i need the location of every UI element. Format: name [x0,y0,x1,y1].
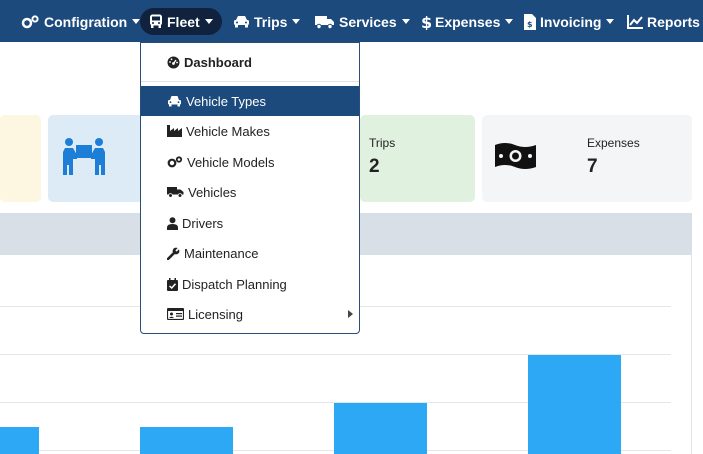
truck-icon [167,187,184,198]
industry-icon [167,125,182,137]
chevron-right-icon [348,310,353,318]
stat-card-partial [0,115,41,202]
svg-text:$: $ [421,14,431,30]
id-card-icon [167,308,184,320]
menu-item-vehicle-makes[interactable]: Vehicle Makes [141,116,359,146]
menu-item-vehicle-types-label: Vehicle Types [186,93,266,109]
chart-gridline [0,354,671,355]
nav-fleet-label: Fleet [167,13,200,30]
menu-item-vehicles[interactable]: Vehicles [141,177,359,207]
menu-item-drivers[interactable]: Drivers [141,208,359,238]
chevron-down-icon [505,19,514,24]
dollar-icon: $ [421,14,431,30]
chart-gridline [0,402,671,403]
chart-bar [0,427,39,454]
chevron-down-icon [292,19,301,24]
money-bill-icon [495,143,536,169]
dashboard-icon [167,56,180,68]
menu-item-dashboard[interactable]: Dashboard [141,47,359,77]
nav-expenses-label: Expenses [435,13,501,30]
chart-bar [140,427,233,454]
nav-services[interactable]: Services [315,8,410,35]
people-carry-icon [63,138,105,175]
truck-icon [315,15,334,29]
stat-card-people [48,115,148,202]
nav-expenses[interactable]: $ Expenses [421,8,514,35]
svg-text:$: $ [527,20,533,29]
menu-item-vehicles-label: Vehicles [188,184,237,200]
chevron-down-icon [204,19,213,24]
chevron-down-icon [401,19,410,24]
menu-item-dispatch-planning-label: Dispatch Planning [182,276,287,292]
menu-item-vehicle-makes-label: Vehicle Makes [186,123,270,139]
line-chart-icon [627,14,643,29]
menu-item-vehicle-models-label: Vehicle Models [187,154,275,170]
nav-trips-label: Trips [254,13,288,30]
stat-card-expenses[interactable]: Expenses 7 [482,115,692,202]
nav-configration-label: Configration [44,13,128,30]
nav-trips[interactable]: Trips [233,8,301,35]
chevron-down-icon [606,19,615,24]
gears-icon [21,14,39,28]
nav-fleet[interactable]: Fleet [140,8,222,35]
menu-item-drivers-label: Drivers [182,215,224,231]
menu-item-maintenance-label: Maintenance [184,245,259,261]
menu-item-licensing[interactable]: Licensing [141,299,359,329]
menu-divider [141,81,359,82]
nav-reports[interactable]: Reports [627,8,700,35]
gears-icon [167,156,183,168]
menu-item-vehicle-types[interactable]: Vehicle Types [141,86,359,116]
menu-item-dispatch-planning[interactable]: Dispatch Planning [141,269,359,299]
nav-configration[interactable]: Configration [21,8,141,35]
menu-item-maintenance[interactable]: Maintenance [141,238,359,268]
menu-item-licensing-label: Licensing [188,306,243,322]
trips-card-value: 2 [369,156,380,177]
user-icon [167,216,178,230]
trips-card-label: Trips [369,136,396,150]
chart-bar [528,355,621,454]
nav-invoicing-label: Invoicing [540,13,602,30]
nav-services-label: Services [339,13,397,30]
invoice-icon: $ [524,13,536,30]
calendar-check-icon [167,277,178,291]
menu-item-vehicle-models[interactable]: Vehicle Models [141,147,359,177]
car-icon [168,96,181,107]
bus-icon [150,14,162,28]
nav-reports-label: Reports [647,13,700,30]
top-navbar: Configration Fleet Trips Services [0,0,703,42]
expenses-card-value: 7 [587,156,598,177]
menu-item-dashboard-label: Dashboard [184,54,252,70]
stat-card-trips[interactable]: Trips 2 [360,115,475,202]
chart-bar [334,403,427,454]
fleet-dropdown-menu: Dashboard Vehicle Types Vehicle Makes Ve… [140,42,360,334]
chevron-down-icon [132,19,141,24]
expenses-card-label: Expenses [587,136,640,150]
car-icon [234,16,249,28]
wrench-icon [167,246,180,260]
chart-panel [0,255,692,454]
nav-invoicing[interactable]: $ Invoicing [524,8,615,35]
